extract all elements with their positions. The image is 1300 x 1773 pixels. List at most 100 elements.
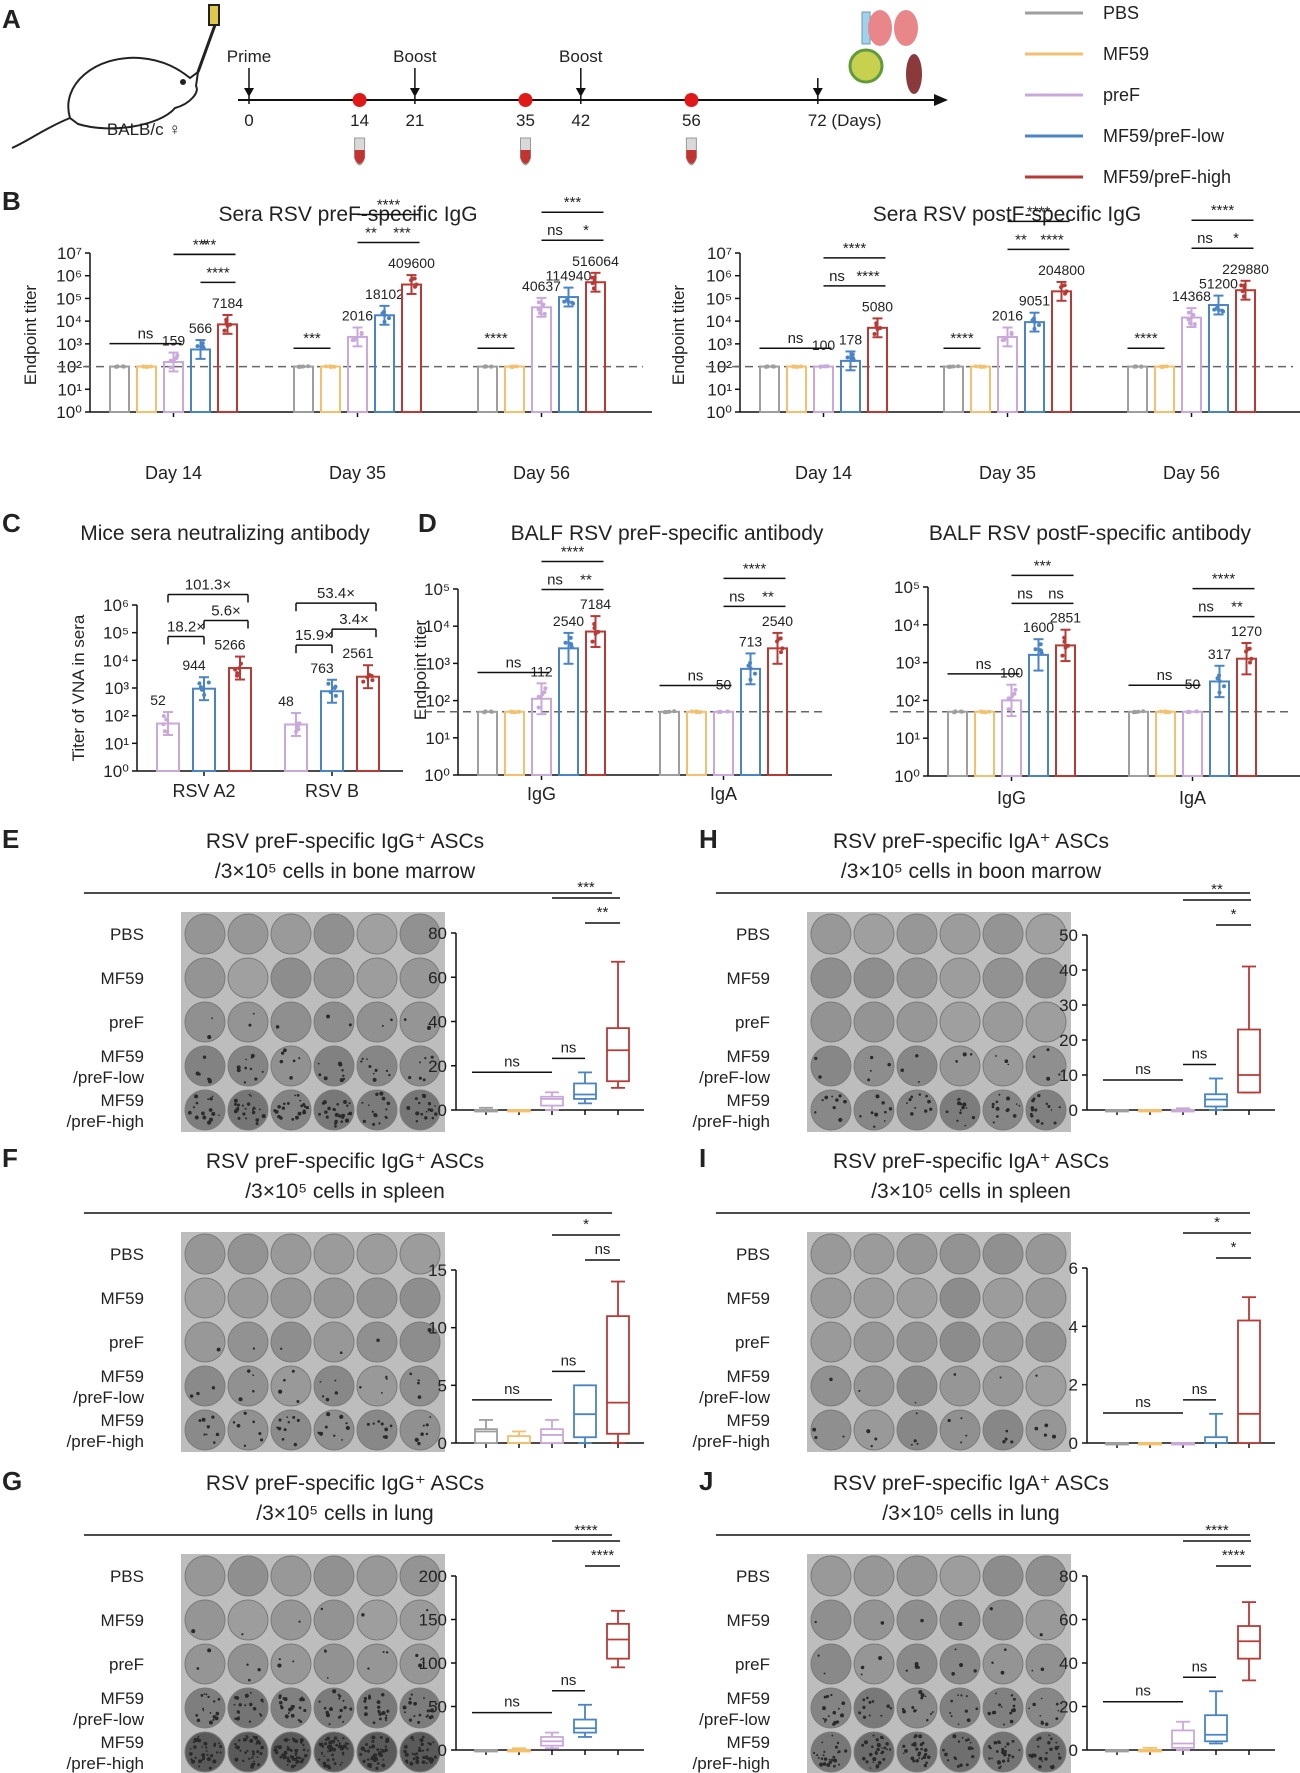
well-spot	[323, 1755, 326, 1757]
well-image	[1025, 1001, 1067, 1043]
well-image	[227, 957, 269, 999]
well-image	[896, 1001, 938, 1043]
well-image	[810, 913, 852, 955]
well-spot	[902, 1709, 906, 1714]
event-arrowhead	[575, 88, 586, 97]
data-point	[168, 358, 173, 363]
significance-label: 53.4×	[317, 585, 355, 602]
well-spot	[317, 1431, 320, 1435]
data-point	[987, 709, 992, 714]
well-spot	[295, 1754, 297, 1757]
blood-fill	[354, 150, 365, 164]
well-spot	[338, 1694, 342, 1698]
y-tick-label: 10³	[425, 654, 450, 673]
event-arrowhead	[409, 88, 420, 97]
well-spot	[1036, 1738, 1039, 1742]
significance-label: ns	[829, 268, 845, 285]
well-spot	[831, 1734, 834, 1737]
well-spot	[342, 1737, 345, 1740]
well-spot	[945, 1110, 949, 1114]
well-spot	[415, 1120, 419, 1123]
well-spot	[368, 1746, 372, 1749]
well-spot	[837, 1751, 839, 1754]
row-label: MF59	[727, 969, 770, 988]
bar	[867, 326, 888, 413]
well-image	[810, 1001, 852, 1043]
well-image	[810, 1365, 852, 1407]
well-spot	[210, 1754, 214, 1758]
well-spot	[342, 1699, 345, 1702]
well-spot	[408, 1697, 412, 1701]
well-spot	[964, 1124, 967, 1127]
legend-label: MF59/preF-high	[1103, 167, 1231, 187]
well-spot	[814, 1111, 817, 1114]
well-spot	[299, 1738, 304, 1743]
significance-label: ****	[1212, 571, 1236, 588]
significance-label: *	[202, 236, 208, 253]
row-label: MF59	[101, 1611, 144, 1630]
well-spot	[402, 1705, 407, 1710]
well-image	[896, 957, 938, 999]
well-spot	[955, 1060, 958, 1063]
well-spot	[376, 1748, 380, 1752]
well-image	[184, 1365, 226, 1407]
well-spot	[241, 1633, 244, 1636]
well-image	[810, 1321, 852, 1363]
well-spot	[922, 1755, 927, 1760]
well-spot	[812, 1751, 816, 1755]
well-image	[313, 1321, 355, 1363]
well-spot	[418, 1663, 423, 1668]
well-spot	[1034, 1108, 1038, 1112]
well-spot	[326, 1677, 329, 1679]
well-spot	[918, 1757, 921, 1760]
data-point	[779, 650, 784, 655]
data-point	[951, 364, 956, 369]
well-spot	[410, 1693, 413, 1696]
chart-title: Sera RSV preF-specific IgG	[218, 203, 477, 226]
bar	[997, 335, 1018, 413]
well-spot	[1051, 1434, 1056, 1439]
value-label: 14368	[1172, 288, 1211, 304]
well-spot	[1047, 1104, 1051, 1108]
well-image	[939, 913, 981, 955]
well-spot	[299, 1760, 304, 1764]
data-point	[197, 681, 202, 686]
well-image	[356, 1089, 398, 1131]
well-spot	[253, 1760, 255, 1763]
well-spot	[870, 1111, 874, 1115]
well-spot	[883, 1120, 886, 1122]
well-image	[896, 1321, 938, 1363]
well-spot	[915, 1412, 918, 1415]
well-spot	[206, 1757, 211, 1762]
well-spot	[954, 1648, 957, 1651]
data-point	[536, 694, 541, 699]
well-image	[810, 1089, 852, 1131]
significance-label: ns	[1192, 1658, 1208, 1675]
well-spot	[359, 1753, 363, 1756]
bar	[1028, 653, 1049, 778]
well-spot	[924, 1109, 928, 1113]
well-spot	[248, 1023, 252, 1027]
well-image	[227, 1599, 269, 1641]
data-point	[1038, 642, 1043, 647]
well-spot	[321, 1395, 325, 1398]
well-spot	[862, 1698, 866, 1702]
box	[1237, 1028, 1261, 1094]
data-point	[387, 316, 392, 321]
well-spot	[913, 1709, 917, 1713]
well-spot	[250, 1764, 255, 1769]
y-tick-label: 10¹	[707, 380, 732, 399]
y-tick-label: 10⁰	[424, 766, 450, 785]
data-point	[1248, 660, 1253, 665]
well-spot	[275, 1748, 278, 1751]
well-spot	[286, 1763, 289, 1766]
well-image	[227, 1233, 269, 1275]
well-spot	[956, 1764, 960, 1768]
well-image	[313, 1001, 355, 1043]
well-spot	[417, 1441, 421, 1446]
well-image	[184, 1731, 226, 1773]
data-point	[1221, 309, 1226, 314]
well-spot	[326, 1744, 332, 1750]
bar	[504, 365, 525, 414]
well-spot	[363, 1696, 368, 1701]
